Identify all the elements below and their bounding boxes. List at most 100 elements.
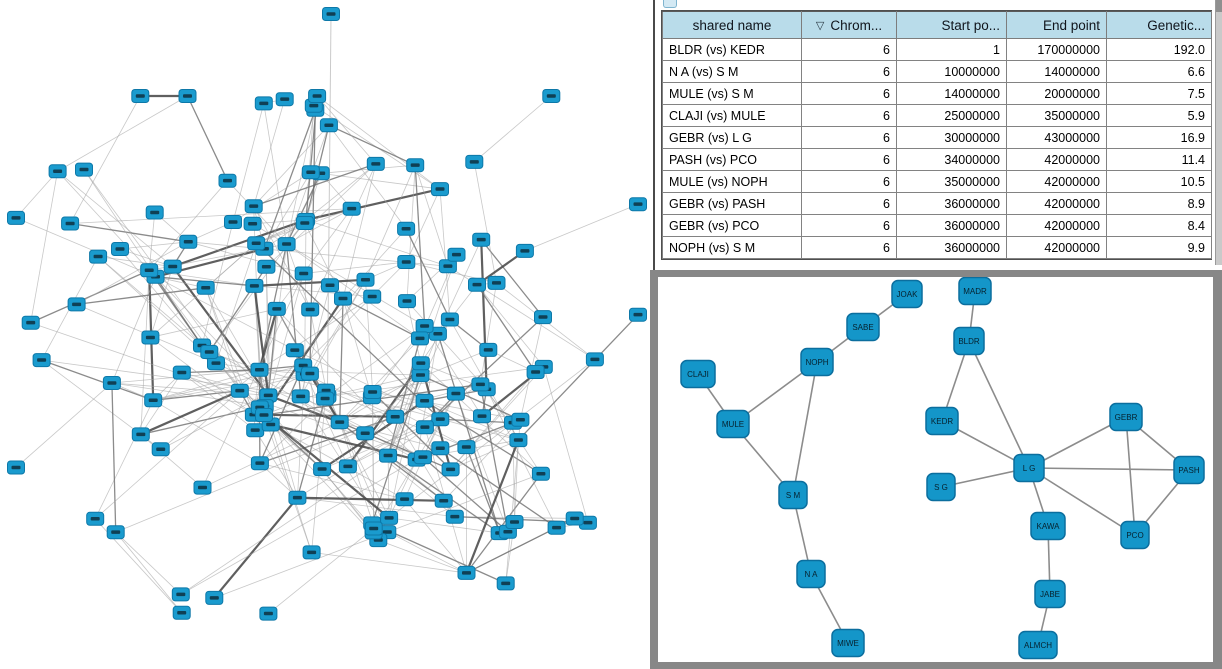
- table-cell[interactable]: GEBR (vs) PCO: [662, 214, 802, 237]
- network-node[interactable]: [440, 312, 459, 327]
- network-node[interactable]: [294, 266, 313, 281]
- network-node[interactable]: [250, 362, 269, 377]
- table-cell[interactable]: 14000000: [896, 82, 1007, 105]
- table-row[interactable]: GEBR (vs) PCO 6 36000000 42000000 8.4: [662, 214, 1212, 237]
- network-node[interactable]: [468, 277, 486, 292]
- network-node[interactable]: [511, 412, 530, 427]
- network-node[interactable]: [487, 275, 506, 290]
- network-node[interactable]: [32, 353, 51, 368]
- network-node[interactable]: [565, 511, 584, 526]
- col-header-chromosome[interactable]: ▽ Chrom...: [801, 11, 897, 39]
- network-node[interactable]: [411, 368, 430, 383]
- table-cell[interactable]: 14000000: [1006, 60, 1107, 83]
- table-cell[interactable]: 6: [801, 148, 897, 171]
- network-node[interactable]: [415, 393, 434, 408]
- network-node[interactable]: [411, 356, 430, 371]
- subnetwork-edge[interactable]: [792, 361, 818, 496]
- network-node[interactable]: [531, 466, 550, 481]
- col-header-shared-name[interactable]: shared name: [662, 11, 802, 39]
- subnetwork-node-bldr[interactable]: BLDR: [953, 326, 985, 356]
- network-node[interactable]: [471, 377, 490, 392]
- network-node[interactable]: [386, 409, 405, 424]
- col-header-genetic[interactable]: Genetic...: [1106, 11, 1212, 39]
- network-node[interactable]: [542, 89, 561, 103]
- network-node[interactable]: [288, 490, 307, 505]
- network-node[interactable]: [151, 442, 170, 457]
- table-cell[interactable]: 35000000: [896, 170, 1007, 193]
- network-node[interactable]: [334, 291, 352, 306]
- table-cell[interactable]: N A (vs) S M: [662, 60, 802, 83]
- network-node[interactable]: [342, 201, 361, 216]
- network-node[interactable]: [179, 234, 198, 249]
- table-row[interactable]: BLDR (vs) KEDR 6 1 170000000 192.0: [662, 38, 1212, 61]
- table-cell[interactable]: 11.4: [1106, 148, 1212, 171]
- col-header-start-point[interactable]: Start po...: [896, 11, 1007, 39]
- network-node[interactable]: [366, 156, 385, 171]
- table-cell[interactable]: CLAJI (vs) MULE: [662, 104, 802, 127]
- network-node[interactable]: [321, 278, 339, 293]
- table-cell[interactable]: PASH (vs) PCO: [662, 148, 802, 171]
- subnetwork-canvas[interactable]: JOAK MADR SABE NOPH BLDR CLAJI MULE KEDR GEBR S M…: [658, 277, 1213, 662]
- table-scrollbar-cap[interactable]: [1216, 0, 1222, 12]
- network-node[interactable]: [509, 433, 528, 448]
- network-node[interactable]: [106, 525, 125, 540]
- network-node[interactable]: [200, 345, 219, 359]
- network-node[interactable]: [413, 450, 432, 465]
- table-cell[interactable]: 5.9: [1106, 104, 1212, 127]
- network-node[interactable]: [398, 294, 416, 309]
- network-node[interactable]: [356, 426, 375, 441]
- network-node[interactable]: [224, 215, 242, 229]
- table-cell[interactable]: 6: [801, 192, 897, 215]
- network-node[interactable]: [172, 365, 191, 380]
- network-node[interactable]: [505, 515, 524, 529]
- subnetwork-node-noph[interactable]: NOPH: [800, 347, 834, 377]
- subnetwork-node-pash[interactable]: PASH: [1173, 455, 1205, 485]
- table-cell[interactable]: 1: [896, 38, 1007, 61]
- network-node[interactable]: [428, 326, 447, 341]
- network-node[interactable]: [380, 510, 399, 525]
- table-cell[interactable]: 43000000: [1006, 126, 1107, 149]
- subnetwork-node-lg[interactable]: L G: [1013, 453, 1045, 483]
- network-node[interactable]: [496, 576, 515, 591]
- network-node[interactable]: [275, 92, 294, 107]
- subnetwork-node-claji[interactable]: CLAJI: [680, 359, 716, 389]
- network-node[interactable]: [395, 492, 414, 507]
- table-cell[interactable]: GEBR (vs) PASH: [662, 192, 802, 215]
- network-node[interactable]: [163, 259, 182, 274]
- subnetwork-node-mule[interactable]: MULE: [716, 409, 750, 439]
- network-node[interactable]: [140, 263, 159, 278]
- network-node[interactable]: [247, 236, 266, 251]
- network-node[interactable]: [363, 385, 382, 399]
- network-node[interactable]: [196, 280, 215, 295]
- network-node[interactable]: [257, 259, 276, 274]
- table-row[interactable]: MULE (vs) S M 6 14000000 20000000 7.5: [662, 82, 1212, 105]
- network-node[interactable]: [111, 242, 129, 256]
- table-cell[interactable]: 8.4: [1106, 214, 1212, 237]
- table-row[interactable]: CLAJI (vs) MULE 6 25000000 35000000 5.9: [662, 104, 1212, 127]
- network-node[interactable]: [244, 199, 263, 214]
- network-node[interactable]: [472, 232, 491, 247]
- table-row[interactable]: NOPH (vs) S M 6 36000000 42000000 9.9: [662, 236, 1212, 259]
- table-cell[interactable]: 36000000: [896, 192, 1007, 215]
- table-cell[interactable]: 6: [801, 236, 897, 259]
- table-cell[interactable]: 30000000: [896, 126, 1007, 149]
- subnetwork-edge[interactable]: [1125, 416, 1136, 536]
- network-node[interactable]: [457, 440, 476, 455]
- network-node[interactable]: [415, 420, 434, 435]
- network-node[interactable]: [267, 301, 286, 316]
- table-cell[interactable]: 6: [801, 38, 897, 61]
- table-cell[interactable]: GEBR (vs) L G: [662, 126, 802, 149]
- network-node[interactable]: [379, 448, 398, 463]
- full-network-canvas[interactable]: [0, 0, 655, 669]
- table-cell[interactable]: 36000000: [896, 236, 1007, 259]
- table-cell[interactable]: 42000000: [1006, 236, 1107, 259]
- table-cell[interactable]: 42000000: [1006, 170, 1107, 193]
- network-node[interactable]: [585, 352, 604, 367]
- subnetwork-node-sm[interactable]: S M: [778, 480, 808, 510]
- network-node[interactable]: [141, 330, 160, 345]
- network-node[interactable]: [7, 210, 25, 225]
- network-node[interactable]: [246, 423, 265, 438]
- network-node[interactable]: [193, 480, 212, 495]
- network-node[interactable]: [356, 272, 375, 287]
- subnetwork-node-gebr[interactable]: GEBR: [1109, 402, 1143, 432]
